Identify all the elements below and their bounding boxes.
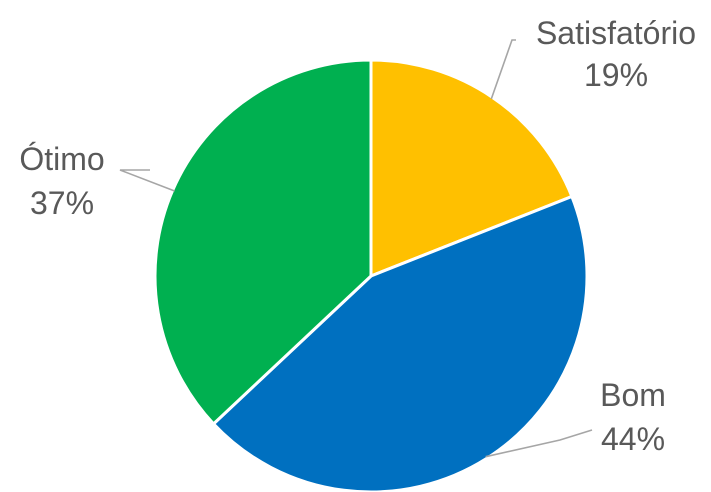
slice-label-bom-name: Bom — [600, 377, 666, 413]
slice-label-satisfatorio-value: 19% — [584, 57, 648, 93]
pie-slice-bom — [211, 194, 589, 492]
slice-label-bom-value: 44% — [601, 421, 665, 457]
slice-label-otimo-name: Ótimo — [19, 141, 104, 177]
slice-label-satisfatorio-name: Satisfatório — [536, 15, 696, 51]
slice-label-otimo-value: 37% — [30, 185, 94, 221]
pie-slices — [153, 58, 589, 492]
leader-lines — [119, 39, 593, 458]
data-labels: Satisfatório 19% Bom 44% Ótimo 37% — [19, 15, 696, 457]
leader-line-2 — [119, 169, 175, 192]
leader-line-1 — [485, 429, 593, 458]
leader-line-0 — [490, 39, 516, 100]
